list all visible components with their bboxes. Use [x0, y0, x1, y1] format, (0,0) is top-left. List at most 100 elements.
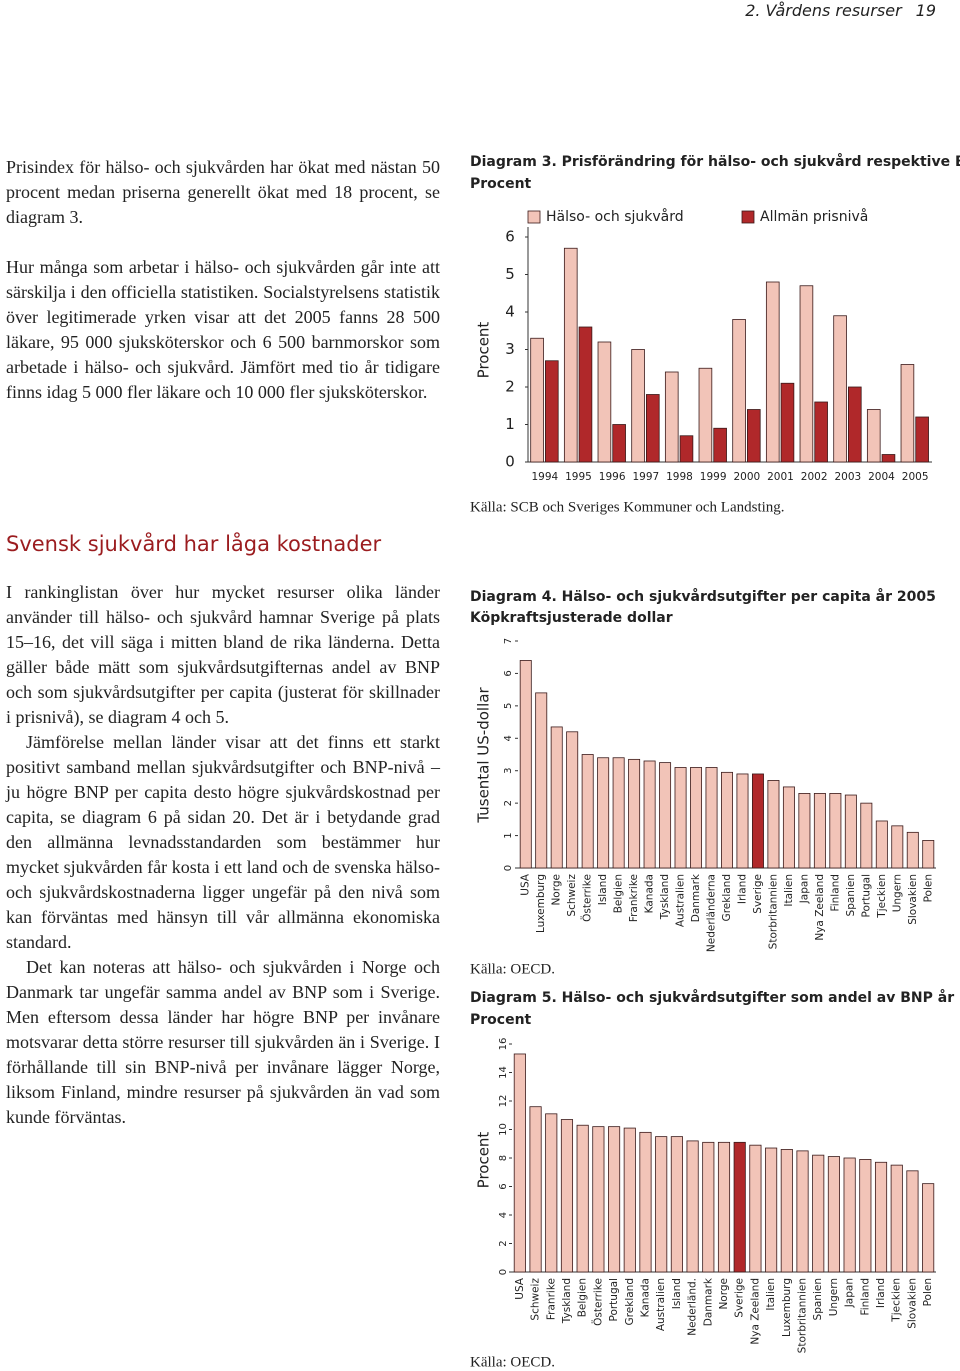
bar: [664, 371, 679, 463]
x-tick-label: Tjeckien: [876, 874, 888, 919]
bar: [592, 1126, 605, 1273]
bar: [859, 1159, 872, 1273]
bar: [767, 780, 780, 869]
x-tick-label: 2004: [868, 471, 895, 483]
x-tick-label: Frankrike: [628, 874, 640, 922]
x-tick-label: Österrike: [591, 1278, 604, 1326]
bar: [623, 1127, 636, 1273]
bar: [545, 1113, 558, 1273]
bar: [612, 757, 625, 869]
bar: [646, 394, 660, 463]
bar: [513, 1053, 526, 1273]
bar: [612, 424, 626, 463]
x-tick-label: Ungern: [891, 874, 903, 912]
bar: [833, 315, 847, 463]
bar: [643, 760, 656, 869]
bar: [915, 416, 929, 463]
y-tick-label: 12: [498, 1095, 509, 1108]
chart-title: Diagram 3. Prisförändring för hälso- och…: [470, 153, 960, 170]
chart-title: Diagram 4. Hälso- och sjukvårdsutgifter …: [470, 588, 936, 605]
x-tick-label: Sverige: [752, 874, 764, 914]
bar: [891, 825, 904, 869]
bar: [922, 840, 935, 869]
bar: [686, 1140, 699, 1273]
bar: [922, 1183, 935, 1273]
x-tick-label: 2003: [834, 471, 861, 483]
x-tick-label: 2005: [902, 471, 929, 483]
y-tick-label: 1: [503, 832, 514, 838]
text-column: Prisindex för hälso- och sjukvården har …: [6, 155, 440, 230]
x-tick-label: Finland: [859, 1278, 871, 1316]
x-tick-label: 2000: [733, 471, 760, 483]
y-tick-label: 6: [503, 670, 514, 676]
y-tick-label: 14: [498, 1066, 509, 1079]
x-tick-label: Tjeckien: [891, 1278, 903, 1323]
bar: [566, 731, 579, 869]
x-tick-label: USA: [514, 1277, 526, 1300]
bar: [860, 802, 873, 869]
bar: [550, 726, 563, 869]
y-tick-label: 0: [498, 1269, 509, 1275]
bar: [796, 1150, 809, 1273]
y-tick-label: 2: [503, 800, 514, 806]
x-tick-label: Spanien: [845, 874, 857, 916]
y-tick-label: 16: [498, 1038, 509, 1051]
bar: [829, 793, 842, 869]
bar: [736, 773, 749, 869]
bar: [560, 1119, 574, 1273]
x-tick-label: Tyskland: [659, 874, 671, 920]
y-tick-label: 3: [505, 340, 515, 358]
x-tick-label: Ungern: [828, 1278, 840, 1316]
x-tick-label: Polen: [922, 874, 934, 902]
x-tick-label: Tyskland: [561, 1278, 573, 1324]
chart-subtitle: Procent: [470, 176, 532, 192]
bar: [733, 1141, 746, 1273]
x-tick-label: Irland: [736, 874, 748, 904]
bar: [563, 247, 578, 463]
y-axis-label: Procent: [475, 322, 493, 379]
legend-label: Allmän prisnivå: [760, 208, 868, 225]
bar: [827, 1156, 840, 1273]
x-tick-label: Schweiz: [566, 874, 578, 917]
bar: [765, 1147, 778, 1273]
y-tick-label: 2: [498, 1240, 509, 1246]
legend-label: Hälso- och sjukvård: [546, 208, 684, 225]
bar: [874, 1161, 888, 1273]
x-tick-label: Japan: [844, 1278, 856, 1308]
x-tick-label: Japan: [798, 874, 810, 904]
x-tick-label: 2001: [767, 471, 794, 483]
bar: [655, 1136, 668, 1273]
x-tick-label: 2002: [801, 471, 828, 483]
source: Källa: OECD.: [470, 961, 555, 977]
x-tick-label: Australien: [655, 1278, 667, 1331]
x-tick-label: Grekland: [721, 874, 733, 921]
bar: [545, 360, 559, 463]
x-tick-label: Irland: [875, 1278, 887, 1308]
bar: [844, 794, 857, 869]
y-tick-label: 7: [503, 638, 514, 644]
bar: [519, 660, 532, 869]
bar: [906, 1170, 919, 1273]
y-tick-label: 0: [503, 865, 514, 871]
bar: [875, 820, 888, 869]
bar: [670, 1136, 683, 1273]
y-tick-label: 4: [503, 735, 514, 741]
y-tick-label: 1: [505, 415, 515, 433]
x-tick-label: Portugal: [860, 874, 872, 918]
bar: [659, 762, 672, 869]
bar: [813, 793, 826, 869]
source: Källa: SCB och Sveriges Kommuner och Lan…: [470, 499, 785, 515]
bar: [798, 793, 811, 869]
y-axis-label: Tusental US-dollar: [475, 687, 493, 824]
chart-title: Diagram 5. Hälso- och sjukvårdsutgifter …: [470, 989, 960, 1006]
bar: [690, 767, 703, 869]
y-tick-label: 4: [498, 1212, 509, 1218]
bar: [608, 1126, 621, 1273]
x-tick-label: Sverige: [734, 1278, 746, 1318]
bar: [751, 773, 764, 869]
running-header: 2. Vårdens resurser 19: [731, 0, 936, 22]
text-column: Hur många som arbetar i hälso- och sjukv…: [6, 255, 440, 405]
paragraph: Prisindex för hälso- och sjukvården har …: [6, 157, 440, 227]
x-tick-label: Island: [671, 1278, 683, 1309]
